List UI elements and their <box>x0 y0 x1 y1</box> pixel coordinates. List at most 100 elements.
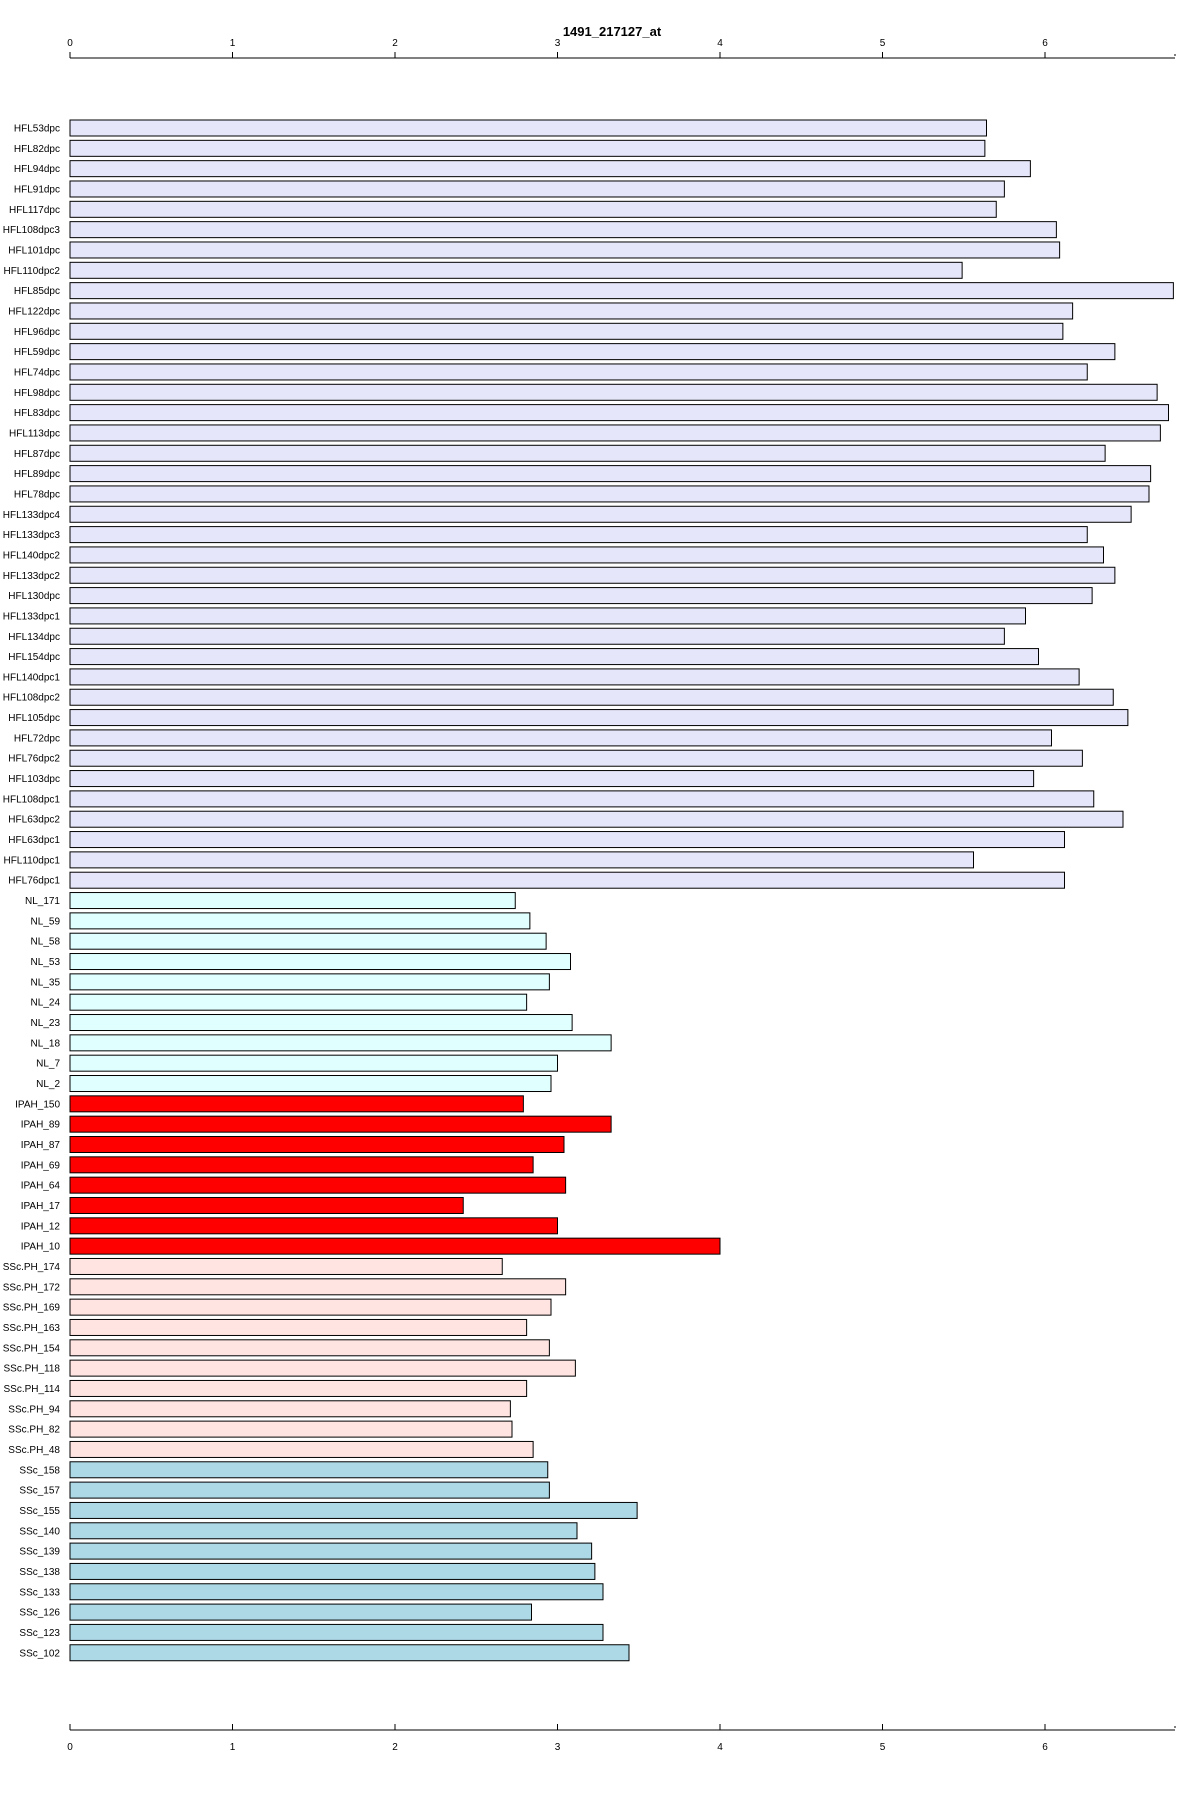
bar-NL_24 <box>69 993 528 1011</box>
top-axis: 0 1 2 3 4 5 6 <box>67 38 1176 59</box>
bar-SSc_155 <box>69 1501 638 1519</box>
bar-HFL82dpc <box>69 139 986 157</box>
bar-SSc.PH_154 <box>69 1339 550 1357</box>
category-label: HFL117dpc <box>9 205 60 216</box>
category-label: SSc.PH_118 <box>3 1364 60 1375</box>
top-tick-label: 0 <box>67 38 73 49</box>
bar-HFL72dpc <box>69 729 1052 747</box>
bar-HFL122dpc <box>69 302 1074 320</box>
category-label: HFL133dpc1 <box>3 611 61 622</box>
category-label: HFL130dpc <box>8 591 60 602</box>
category-label: HFL108dpc1 <box>3 794 61 805</box>
bar-HFL133dpc2 <box>69 566 1116 584</box>
bar-NL_18 <box>69 1034 612 1052</box>
bar-HFL59dpc <box>69 343 1116 361</box>
bar-HFL76dpc1 <box>69 871 1065 889</box>
category-label: NL_53 <box>31 957 61 968</box>
category-label: NL_58 <box>31 937 61 948</box>
bar-HFL154dpc <box>69 648 1039 666</box>
category-label: HFL103dpc <box>8 774 60 785</box>
bar-HFL108dpc2 <box>69 688 1114 706</box>
bar-HFL113dpc <box>69 424 1161 442</box>
category-label: HFL140dpc2 <box>3 550 61 561</box>
bottom-tick-label: 0 <box>67 1742 73 1753</box>
bottom-tick-label: 2 <box>392 1742 398 1753</box>
category-label: HFL98dpc <box>14 388 60 399</box>
bottom-tick-label: 5 <box>880 1742 886 1753</box>
category-label: HFL96dpc <box>14 327 60 338</box>
category-label: HFL108dpc2 <box>3 693 61 704</box>
bar-IPAH_87 <box>69 1136 565 1153</box>
category-label: NL_59 <box>31 916 61 927</box>
bottom-tick-label: 3 <box>555 1742 561 1753</box>
category-label: HFL91dpc <box>14 184 60 195</box>
bar-NL_2 <box>69 1075 552 1093</box>
bar-HFL130dpc <box>69 587 1093 605</box>
category-label: SSc_123 <box>19 1628 60 1639</box>
bar-SSc.PH_174 <box>69 1257 503 1275</box>
category-label: SSc_139 <box>19 1547 60 1558</box>
bar-NL_7 <box>69 1054 558 1072</box>
category-label: NL_23 <box>31 1018 61 1029</box>
category-label: SSc_155 <box>19 1506 60 1517</box>
category-label: IPAH_12 <box>21 1221 61 1232</box>
bar-HFL105dpc <box>69 709 1129 727</box>
bar-HFL108dpc3 <box>69 221 1057 239</box>
category-label: NL_7 <box>36 1059 60 1070</box>
bar-HFL85dpc <box>69 282 1174 300</box>
bar-IPAH_150 <box>69 1095 524 1113</box>
category-label: HFL89dpc <box>14 469 60 480</box>
category-label: HFL78dpc <box>14 489 60 500</box>
bar-HFL63dpc2 <box>69 810 1124 828</box>
bottom-tick-label: 6 <box>1042 1742 1048 1753</box>
bar-NL_58 <box>69 932 547 950</box>
bars-group <box>69 119 1174 1662</box>
category-label: SSc.PH_163 <box>3 1323 61 1334</box>
bar-HFL96dpc <box>69 322 1064 340</box>
bottom-axis: 0 1 2 3 4 5 6 <box>67 1724 1176 1753</box>
bar-HFL89dpc <box>69 465 1152 483</box>
category-label: HFL134dpc <box>8 632 60 643</box>
category-label: HFL94dpc <box>14 164 60 175</box>
category-label: SSc.PH_94 <box>8 1404 60 1415</box>
category-label: IPAH_89 <box>21 1120 61 1131</box>
bar-HFL87dpc <box>69 444 1106 462</box>
category-label: NL_18 <box>31 1038 61 1049</box>
category-label: SSc.PH_154 <box>3 1343 61 1354</box>
bar-HFL133dpc4 <box>69 505 1132 523</box>
category-label: HFL105dpc <box>8 713 60 724</box>
category-label: IPAH_69 <box>21 1160 61 1171</box>
bar-IPAH_69 <box>69 1156 534 1174</box>
category-labels: HFL53dpc HFL82dpc HFL94dpc HFL91dpc HFL117dp… <box>3 124 61 1660</box>
bar-SSc.PH_94 <box>69 1400 511 1418</box>
bar-HFL134dpc <box>69 627 1005 645</box>
bar-HFL76dpc2 <box>69 749 1083 767</box>
bar-IPAH_10 <box>69 1237 721 1255</box>
category-label: HFL101dpc <box>8 245 60 256</box>
bar-SSc.PH_114 <box>69 1379 528 1397</box>
bar-HFL117dpc <box>69 200 997 218</box>
category-label: HFL76dpc2 <box>8 754 60 765</box>
category-label: SSc.PH_114 <box>3 1384 60 1395</box>
bar-SSc.PH_169 <box>69 1298 552 1316</box>
bar-HFL108dpc1 <box>69 790 1095 808</box>
bar-IPAH_12 <box>69 1217 558 1235</box>
bar-NL_53 <box>69 953 571 971</box>
bar-HFL103dpc <box>69 770 1035 788</box>
bar-SSc_138 <box>69 1562 596 1580</box>
top-tick-label: 2 <box>392 38 398 49</box>
category-label: SSc_126 <box>19 1608 60 1619</box>
category-label: SSc_140 <box>19 1526 60 1537</box>
category-label: NL_2 <box>36 1079 60 1090</box>
category-label: HFL82dpc <box>14 144 60 155</box>
category-label: SSc_158 <box>19 1465 60 1476</box>
bar-IPAH_17 <box>69 1196 464 1214</box>
bottom-tick-label: 4 <box>717 1742 723 1753</box>
top-tick-label: 6 <box>1042 38 1048 49</box>
bar-HFL110dpc2 <box>69 261 963 279</box>
bar-HFL74dpc <box>69 363 1088 381</box>
category-label: HFL72dpc <box>14 733 60 744</box>
bar-HFL133dpc3 <box>69 526 1088 544</box>
bar-NL_35 <box>69 973 550 991</box>
bar-SSc_126 <box>69 1603 532 1621</box>
